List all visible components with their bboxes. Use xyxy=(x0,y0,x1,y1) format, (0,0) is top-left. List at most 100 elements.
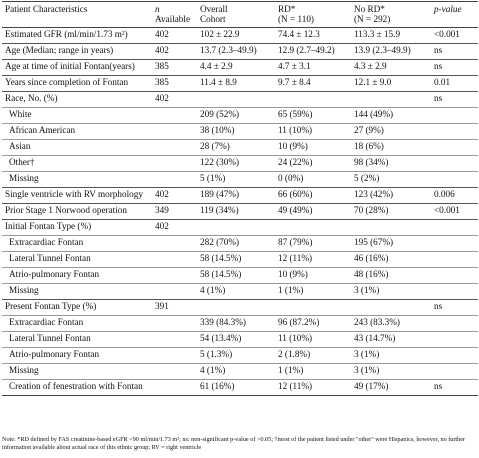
row-n-available: 402 xyxy=(152,26,197,44)
header-overall-cohort: Overall Cohort xyxy=(197,1,275,28)
row-rd xyxy=(275,90,351,108)
table-row: Age at time of initial Fontan(years) 385 4… xyxy=(2,58,478,76)
row-p-value xyxy=(431,250,478,268)
row-no-rd: 12.1 ± 9.0 xyxy=(351,74,431,92)
table-row: Lateral Tunnel Fontan 58 (14.5%) 12 (11%) 4… xyxy=(2,250,478,268)
row-no-rd xyxy=(351,218,431,236)
row-label: Years since completion of Fontan xyxy=(2,74,152,92)
row-rd xyxy=(275,298,351,316)
row-no-rd: 113.3 ± 15.9 xyxy=(351,26,431,44)
row-label: Lateral Tunnel Fontan xyxy=(2,250,152,268)
row-rd: 66 (60%) xyxy=(275,186,351,204)
table-row: Estimated GFR (ml/min/1.73 m²) 402 102 ± 2… xyxy=(2,26,478,44)
table-row: Atrio-pulmonary Fontan 5 (1.3%) 2 (1.8%) 3 … xyxy=(2,346,478,364)
row-no-rd: 243 (83.3%) xyxy=(351,314,431,332)
table-row: Present Fontan Type (%) 391 ns xyxy=(2,298,478,316)
table-row: Missing 4 (1%) 1 (1%) 3 (1%) xyxy=(2,282,478,300)
row-p-value xyxy=(431,330,478,348)
row-overall: 122 (30%) xyxy=(197,154,275,172)
row-label: White xyxy=(2,106,152,124)
row-overall: 61 (16%) xyxy=(197,378,275,396)
row-label: Age (Median; range in years) xyxy=(2,42,152,60)
row-overall: 5 (1%) xyxy=(197,170,275,188)
table-row: Single ventricle with RV morphology 402 18… xyxy=(2,186,478,204)
table-row: Years since completion of Fontan 385 11.4 … xyxy=(2,74,478,92)
row-rd: 12 (11%) xyxy=(275,250,351,268)
row-no-rd: 3 (1%) xyxy=(351,362,431,380)
row-n-available xyxy=(152,282,197,300)
table-row: Race, No. (%) 402 ns xyxy=(2,90,478,108)
row-n-available: 402 xyxy=(152,218,197,236)
row-overall: 119 (34%) xyxy=(197,202,275,220)
table-row: Prior Stage 1 Norwood operation 349 119 (3… xyxy=(2,202,478,220)
row-rd: 96 (87.2%) xyxy=(275,314,351,332)
row-rd: 65 (59%) xyxy=(275,106,351,124)
row-p-value xyxy=(431,314,478,332)
row-no-rd: 5 (2%) xyxy=(351,170,431,188)
row-n-available xyxy=(152,122,197,140)
row-n-available xyxy=(152,330,197,348)
row-n-available: 391 xyxy=(152,298,197,316)
row-n-available xyxy=(152,314,197,332)
row-no-rd: 3 (1%) xyxy=(351,282,431,300)
row-rd: 11 (10%) xyxy=(275,122,351,140)
row-p-value: ns xyxy=(431,42,478,60)
row-rd: 24 (22%) xyxy=(275,154,351,172)
row-rd: 74.4 ± 12.3 xyxy=(275,26,351,44)
row-rd: 12.9 (2.7–49.2) xyxy=(275,42,351,60)
table-row: White 209 (52%) 65 (59%) 144 (49%) xyxy=(2,106,478,124)
row-n-available xyxy=(152,250,197,268)
row-p-value xyxy=(431,266,478,284)
row-p-value: <0.001 xyxy=(431,202,478,220)
row-label: Atrio-pulmonary Fontan xyxy=(2,346,152,364)
row-no-rd xyxy=(351,298,431,316)
table-row: Age (Median; range in years) 402 13.7 (2.3… xyxy=(2,42,478,60)
table-row: Missing 4 (1%) 1 (1%) 3 (1%) xyxy=(2,362,478,380)
row-p-value xyxy=(431,138,478,156)
row-n-available: 402 xyxy=(152,42,197,60)
row-label: Atrio-pulmonary Fontan xyxy=(2,266,152,284)
row-label: Present Fontan Type (%) xyxy=(2,298,152,316)
row-rd: 4.7 ± 3.1 xyxy=(275,58,351,76)
row-no-rd: 46 (16%) xyxy=(351,250,431,268)
row-p-value: ns xyxy=(431,58,478,76)
row-n-available: 402 xyxy=(152,186,197,204)
table-body: Estimated GFR (ml/min/1.73 m²) 402 102 ± 2… xyxy=(2,26,478,396)
row-n-available xyxy=(152,138,197,156)
row-n-available: 385 xyxy=(152,58,197,76)
row-p-value xyxy=(431,122,478,140)
row-p-value: ns xyxy=(431,298,478,316)
header-p-value: p-value xyxy=(431,1,478,28)
row-no-rd: 98 (34%) xyxy=(351,154,431,172)
row-n-available xyxy=(152,154,197,172)
table-row: Missing 5 (1%) 0 (0%) 5 (2%) xyxy=(2,170,478,188)
row-rd: 10 (9%) xyxy=(275,138,351,156)
row-p-value: 0.006 xyxy=(431,186,478,204)
row-n-available xyxy=(152,170,197,188)
row-overall: 58 (14.5%) xyxy=(197,250,275,268)
row-label: Missing xyxy=(2,362,152,380)
row-overall: 102 ± 22.9 xyxy=(197,26,275,44)
row-overall: 28 (7%) xyxy=(197,138,275,156)
row-label: Race, No. (%) xyxy=(2,90,152,108)
table-row: Asian 28 (7%) 10 (9%) 18 (6%) xyxy=(2,138,478,156)
row-label: Age at time of initial Fontan(years) xyxy=(2,58,152,76)
row-label: Creation of fenestration with Fontan xyxy=(2,378,152,396)
row-p-value xyxy=(431,170,478,188)
row-p-value xyxy=(431,218,478,236)
table-row: Lateral Tunnel Fontan 54 (13.4%) 11 (10%) 4… xyxy=(2,330,478,348)
row-label: Estimated GFR (ml/min/1.73 m²) xyxy=(2,26,152,44)
row-no-rd: 49 (17%) xyxy=(351,378,431,396)
row-label: Other† xyxy=(2,154,152,172)
table-row: Initial Fontan Type (%) 402 xyxy=(2,218,478,236)
row-no-rd: 195 (67%) xyxy=(351,234,431,252)
row-rd: 2 (1.8%) xyxy=(275,346,351,364)
row-label: African American xyxy=(2,122,152,140)
row-overall: 282 (70%) xyxy=(197,234,275,252)
table-row: Extracardiac Fontan 282 (70%) 87 (79%) 195 … xyxy=(2,234,478,252)
row-rd: 11 (10%) xyxy=(275,330,351,348)
row-label: Missing xyxy=(2,170,152,188)
row-p-value xyxy=(431,282,478,300)
row-rd xyxy=(275,218,351,236)
row-no-rd: 70 (28%) xyxy=(351,202,431,220)
